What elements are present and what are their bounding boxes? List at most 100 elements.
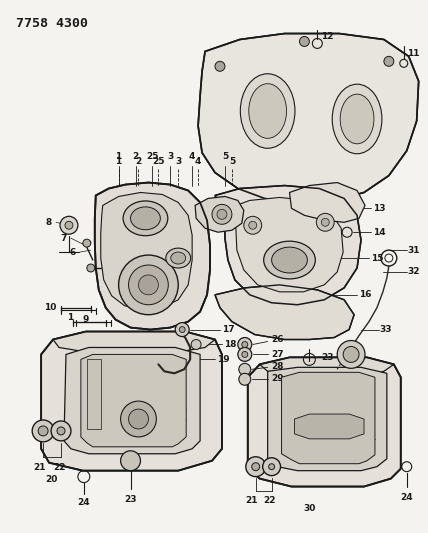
Text: 14: 14 (373, 228, 385, 237)
Polygon shape (260, 358, 394, 376)
Text: 5: 5 (222, 152, 228, 160)
Text: 1: 1 (116, 157, 122, 166)
Circle shape (87, 264, 95, 272)
Ellipse shape (166, 248, 190, 268)
Text: 1: 1 (67, 313, 73, 322)
Circle shape (239, 364, 251, 375)
Text: 2: 2 (132, 152, 139, 160)
Polygon shape (215, 185, 361, 305)
Circle shape (215, 61, 225, 71)
Ellipse shape (332, 84, 382, 154)
Circle shape (191, 340, 201, 350)
Circle shape (57, 427, 65, 435)
Text: 33: 33 (380, 325, 392, 334)
Polygon shape (81, 354, 186, 447)
Text: 1: 1 (116, 152, 122, 160)
Circle shape (217, 209, 227, 219)
Text: 21: 21 (33, 463, 45, 472)
Circle shape (212, 205, 232, 224)
Circle shape (175, 322, 189, 336)
Circle shape (263, 458, 281, 475)
Circle shape (32, 420, 54, 442)
Text: 27: 27 (271, 350, 284, 359)
Text: 3: 3 (175, 157, 181, 166)
Ellipse shape (249, 84, 286, 139)
Circle shape (244, 216, 262, 234)
Circle shape (242, 351, 248, 358)
Ellipse shape (272, 247, 307, 273)
Text: 11: 11 (407, 49, 420, 58)
Text: 25: 25 (152, 157, 165, 166)
Text: 9: 9 (83, 315, 89, 324)
Circle shape (139, 275, 158, 295)
Text: 3: 3 (167, 152, 173, 160)
Text: 26: 26 (271, 335, 284, 344)
Text: 15: 15 (371, 254, 383, 263)
Text: 8: 8 (46, 218, 52, 227)
Polygon shape (195, 197, 244, 232)
Circle shape (384, 56, 394, 66)
Text: 5: 5 (229, 157, 235, 166)
Text: 25: 25 (146, 152, 159, 160)
Circle shape (83, 239, 91, 247)
Circle shape (252, 463, 260, 471)
Ellipse shape (123, 201, 168, 236)
Circle shape (249, 221, 257, 229)
Ellipse shape (131, 207, 160, 230)
Polygon shape (282, 373, 375, 464)
Circle shape (128, 265, 168, 305)
Text: 21: 21 (246, 497, 258, 505)
Text: 23: 23 (124, 495, 137, 504)
Text: 20: 20 (45, 475, 57, 483)
Text: 29: 29 (271, 374, 284, 383)
Text: 23: 23 (321, 353, 333, 362)
Circle shape (316, 213, 334, 231)
Circle shape (269, 464, 275, 470)
Circle shape (121, 451, 140, 471)
Circle shape (238, 348, 252, 361)
Circle shape (38, 426, 48, 436)
Circle shape (51, 421, 71, 441)
Ellipse shape (171, 252, 186, 264)
Text: 7: 7 (61, 233, 67, 243)
Circle shape (238, 337, 252, 351)
Text: 13: 13 (373, 204, 385, 213)
Text: 32: 32 (407, 268, 420, 277)
Text: 18: 18 (224, 340, 236, 349)
Polygon shape (64, 348, 200, 454)
Circle shape (337, 341, 365, 368)
Circle shape (119, 255, 178, 314)
Circle shape (60, 216, 78, 234)
Circle shape (321, 219, 329, 227)
Text: 12: 12 (321, 32, 333, 41)
Polygon shape (215, 285, 354, 340)
Text: 6: 6 (70, 248, 76, 256)
Circle shape (239, 373, 251, 385)
Text: 4: 4 (195, 157, 201, 166)
Polygon shape (87, 359, 101, 429)
Polygon shape (268, 367, 387, 471)
Text: 4: 4 (189, 152, 195, 160)
Polygon shape (53, 332, 215, 352)
Polygon shape (228, 197, 343, 292)
Circle shape (242, 342, 248, 348)
Circle shape (300, 36, 309, 46)
Text: 10: 10 (44, 303, 56, 312)
Polygon shape (41, 332, 222, 471)
Ellipse shape (340, 94, 374, 144)
Text: 28: 28 (271, 362, 284, 371)
Circle shape (121, 401, 156, 437)
Text: 22: 22 (53, 463, 65, 472)
Text: 30: 30 (303, 504, 315, 513)
Text: 16: 16 (359, 290, 371, 300)
Text: 31: 31 (407, 246, 420, 255)
Ellipse shape (264, 241, 315, 279)
Circle shape (128, 409, 149, 429)
Polygon shape (248, 358, 401, 487)
Text: 2: 2 (135, 157, 142, 166)
Text: 24: 24 (77, 498, 90, 507)
Text: 19: 19 (217, 355, 229, 364)
Polygon shape (101, 192, 192, 310)
Ellipse shape (241, 74, 295, 148)
Circle shape (343, 346, 359, 362)
